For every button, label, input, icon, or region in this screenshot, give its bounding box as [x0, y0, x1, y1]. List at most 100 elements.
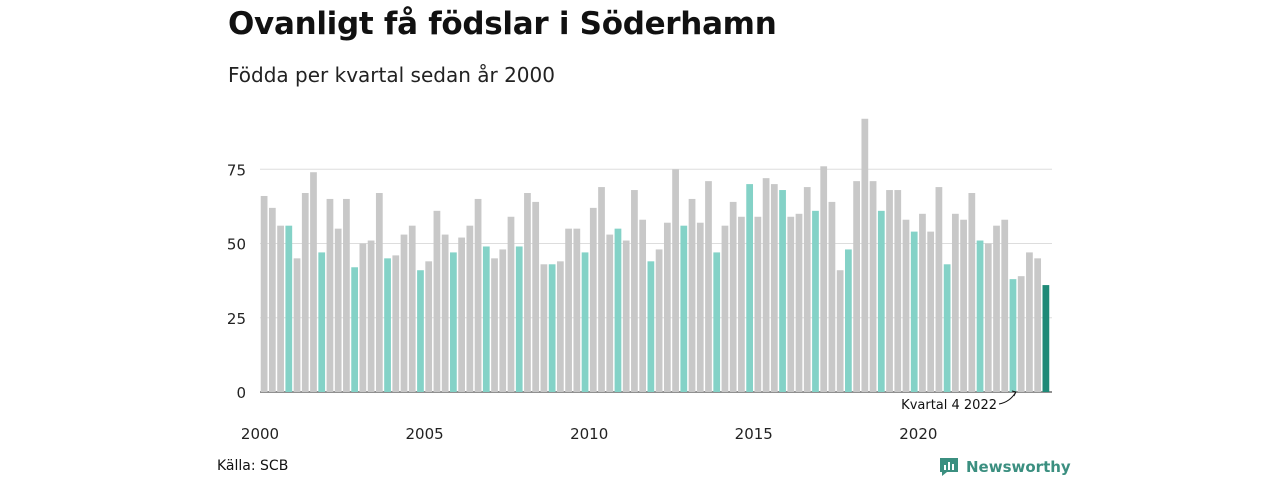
bar	[770, 184, 778, 392]
bar	[779, 190, 786, 392]
bar	[795, 213, 803, 392]
bar	[556, 261, 564, 392]
bar	[976, 240, 984, 392]
bar	[639, 219, 647, 392]
bar	[705, 181, 712, 392]
bar	[408, 225, 416, 392]
bar	[375, 193, 383, 392]
source-label: Källa: SCB	[217, 458, 289, 474]
bar	[672, 169, 679, 392]
bar	[318, 252, 326, 392]
chart-title: Ovanligt få födslar i Söderhamn	[228, 6, 777, 42]
bar	[425, 261, 433, 392]
bar	[417, 270, 424, 392]
bar	[466, 225, 474, 392]
bar	[886, 190, 893, 392]
bar	[910, 231, 918, 392]
x-tick-label: 2015	[735, 425, 773, 443]
y-tick-label: 25	[227, 310, 246, 328]
y-tick-label: 50	[227, 236, 246, 254]
bar	[482, 246, 490, 392]
bar	[1026, 252, 1033, 392]
bar	[491, 258, 498, 392]
brand-logo: Newsworthy	[938, 456, 1071, 478]
bar	[524, 193, 531, 392]
bar	[729, 201, 737, 392]
annotation-label: Kvartal 4 2022	[901, 398, 997, 413]
bar	[343, 198, 350, 392]
bar	[1009, 279, 1017, 392]
bar	[836, 270, 844, 392]
bar	[400, 234, 408, 392]
bar	[474, 198, 482, 392]
newsworthy-icon	[940, 458, 958, 476]
bar	[499, 249, 507, 392]
bar	[532, 201, 540, 392]
bar	[845, 249, 852, 392]
bar	[1042, 285, 1050, 392]
y-tick-label: 75	[227, 161, 246, 179]
bar	[507, 216, 515, 392]
bar	[721, 225, 729, 392]
bar	[1034, 258, 1042, 392]
bar	[589, 207, 597, 392]
x-tick-label: 2010	[570, 425, 608, 443]
bar	[293, 258, 301, 392]
x-tick-label: 2000	[241, 425, 279, 443]
chart-subtitle: Födda per kvartal sedan år 2000	[228, 63, 555, 87]
bar	[894, 190, 902, 392]
bar	[812, 210, 819, 392]
bar	[984, 243, 992, 392]
bar	[515, 246, 523, 392]
bar	[441, 234, 449, 392]
bar	[762, 178, 770, 392]
bar	[696, 222, 704, 392]
annotation-arrow	[998, 391, 1017, 405]
bar	[968, 193, 976, 392]
bar	[384, 258, 391, 392]
bar	[861, 118, 869, 392]
bar	[951, 213, 959, 392]
bar	[754, 216, 762, 392]
bar	[334, 228, 342, 392]
bar	[803, 187, 811, 392]
bar	[746, 184, 754, 392]
y-tick-label: 0	[236, 384, 246, 402]
bar	[581, 252, 589, 392]
x-tick-label: 2005	[405, 425, 443, 443]
bar	[392, 255, 400, 392]
bar	[853, 181, 860, 392]
bar	[268, 207, 276, 392]
bar	[787, 216, 795, 392]
bar	[573, 228, 581, 392]
bar	[450, 252, 457, 392]
bar	[631, 190, 638, 392]
bar	[277, 225, 284, 392]
bar	[680, 225, 688, 392]
bar	[713, 252, 721, 392]
bar	[351, 267, 359, 392]
bar	[260, 195, 268, 392]
annotation-arrowhead	[1011, 390, 1017, 397]
bar	[647, 261, 655, 392]
bar	[820, 166, 828, 392]
bar	[622, 240, 630, 392]
bar	[1017, 276, 1025, 392]
bar	[458, 237, 465, 392]
bar	[655, 249, 663, 392]
bar	[540, 264, 548, 392]
bar	[565, 228, 572, 392]
bar	[828, 201, 836, 392]
bar	[927, 231, 935, 392]
bar	[359, 243, 367, 392]
bar	[919, 213, 926, 392]
bar	[310, 172, 317, 392]
bar	[960, 219, 967, 392]
bar	[433, 210, 441, 392]
bar	[663, 222, 671, 392]
x-tick-label: 2020	[899, 425, 937, 443]
bar	[301, 193, 309, 392]
bar	[367, 240, 375, 392]
brand-name: Newsworthy	[966, 458, 1071, 476]
